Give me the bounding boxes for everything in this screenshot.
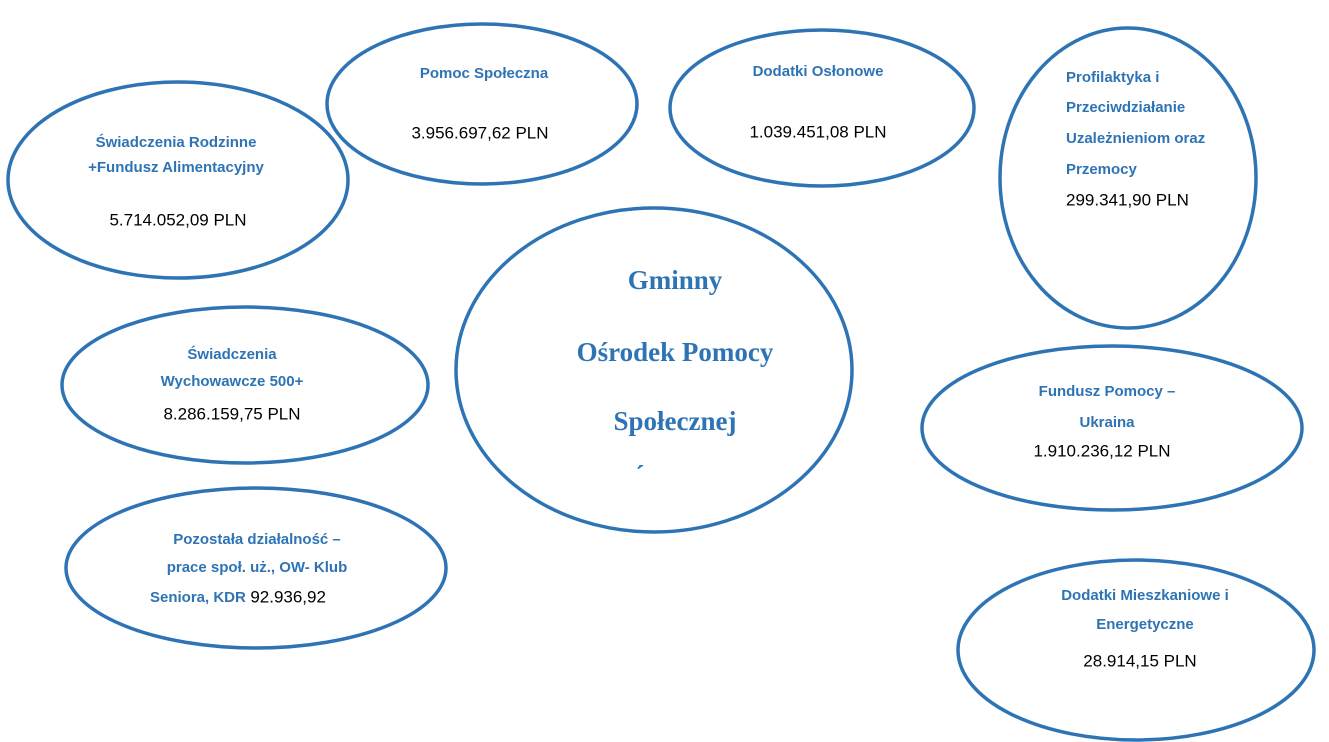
node-shape (60, 305, 430, 465)
node-amount: 8.286.159,75 PLN (163, 404, 300, 423)
node-amount: 5.714.052,09 PLN (109, 210, 246, 229)
node-title: Ukraina (1079, 414, 1135, 431)
node-amount: 3.956.697,62 PLN (411, 123, 548, 142)
node-title: Wychowawcze 500+ (161, 373, 304, 390)
center-mark: ´ (636, 460, 645, 490)
node-amount: 28.914,15 PLN (1083, 651, 1196, 670)
center-title: Społecznej (614, 406, 737, 436)
node-title: Świadczenia (187, 345, 277, 363)
node-title: Świadczenia Rodzinne (96, 133, 257, 151)
node-shape (920, 344, 1304, 512)
center-title: Gminny (628, 265, 723, 295)
node-shape (6, 80, 350, 280)
node-title: Dodatki Mieszkaniowe i (1061, 587, 1229, 604)
node-title: Pomoc Społeczna (420, 65, 549, 82)
node-amount: 92.936,92 (250, 587, 326, 606)
node-amount: 1.039.451,08 PLN (749, 122, 886, 141)
node-title: Uzależnieniom oraz (1066, 130, 1205, 147)
node-title: Profilaktyka i (1066, 69, 1159, 86)
node-title: +Fundusz Alimentacyjny (88, 159, 264, 176)
node-amount: 1.910.236,12 PLN (1033, 441, 1170, 460)
node-title: prace społ. uż., OW- Klub (167, 559, 348, 576)
node-shape (64, 486, 448, 650)
node-amount: 299.341,90 PLN (1066, 190, 1189, 209)
node-title: Fundusz Pomocy – (1039, 383, 1176, 400)
node-shape (998, 26, 1258, 330)
center-shape (454, 206, 854, 534)
center-title: Ośrodek Pomocy (577, 337, 774, 367)
node-title: Pozostała działalność – (173, 531, 341, 548)
node-title: Seniora, KDR (150, 589, 246, 606)
node-shape (325, 22, 639, 186)
node-title: Energetyczne (1096, 616, 1194, 633)
node-line: Seniora, KDR 92.936,92 (150, 585, 326, 606)
node-title: Dodatki Osłonowe (753, 63, 884, 80)
node-title: Przeciwdziałanie (1066, 99, 1185, 116)
node-shape (956, 558, 1316, 742)
node-shape (668, 28, 976, 188)
node-title: Przemocy (1066, 161, 1138, 178)
